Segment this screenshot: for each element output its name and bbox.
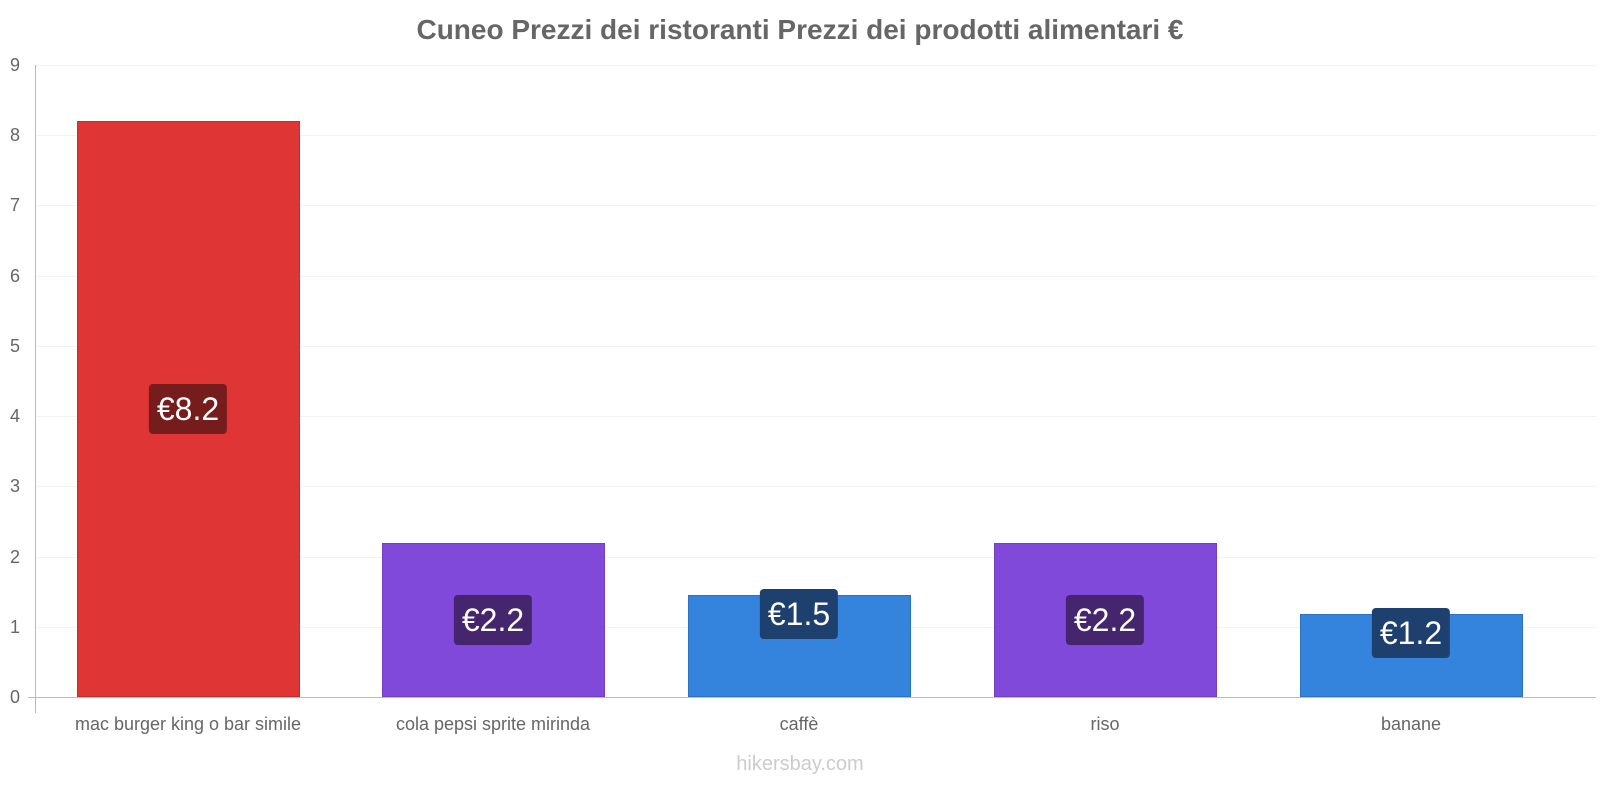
bar-value-label: €2.2 xyxy=(1065,594,1145,645)
x-tick-label: riso xyxy=(1090,714,1120,734)
y-tick-label: 6 xyxy=(9,265,20,286)
x-tick-label: mac burger king o bar simile xyxy=(74,714,302,734)
gridline xyxy=(36,275,1596,277)
chart-title: Cuneo Prezzi dei ristoranti Prezzi dei p… xyxy=(416,14,1184,45)
gridline xyxy=(36,556,1596,558)
y-tick-label: 1 xyxy=(9,616,20,637)
gridline xyxy=(36,486,1596,488)
y-tick-label: 9 xyxy=(9,55,20,75)
gridline xyxy=(36,205,1596,207)
bar-value-label: €1.5 xyxy=(759,589,839,640)
gridline xyxy=(36,135,1596,137)
y-tick-label: 2 xyxy=(9,546,20,567)
y-tick-label: 0 xyxy=(9,687,20,707)
bar-value-label: €1.2 xyxy=(1371,608,1451,659)
bar-value-label: €2.2 xyxy=(453,594,533,645)
y-tick-label: 5 xyxy=(9,335,20,356)
y-tick-label: 3 xyxy=(9,476,20,497)
x-tick-label: caffè xyxy=(779,714,819,734)
gridline xyxy=(36,416,1596,418)
gridline xyxy=(36,345,1596,347)
y-tick-label: 8 xyxy=(9,125,20,146)
x-axis-line xyxy=(28,697,1596,698)
x-tick-label: cola pepsi sprite mirinda xyxy=(395,714,591,734)
watermark: hikersbay.com xyxy=(736,753,864,775)
gridline xyxy=(36,65,1596,66)
y-tick-label: 4 xyxy=(9,406,20,427)
y-axis-line xyxy=(35,65,36,713)
x-tick-label: banane xyxy=(1380,714,1442,734)
y-tick-label: 7 xyxy=(9,195,20,216)
bar-value-label: €8.2 xyxy=(148,384,228,435)
